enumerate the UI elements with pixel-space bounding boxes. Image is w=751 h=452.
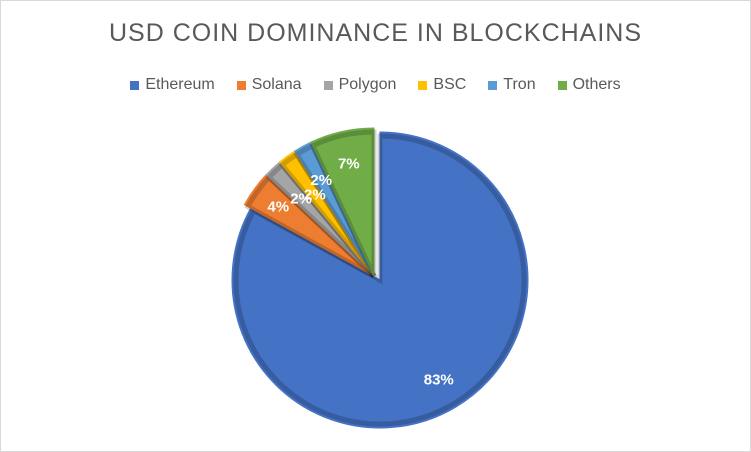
pie-slice-edge (233, 133, 527, 427)
chart-title: USD COIN DOMINANCE IN BLOCKCHAINS (108, 19, 643, 47)
legend-label: Solana (251, 76, 302, 93)
legend-swatch (130, 80, 140, 90)
legend-item-tron: Tron (488, 76, 536, 94)
legend-label: Tron (503, 76, 536, 93)
data-label-others: 7% (338, 155, 360, 172)
data-label-solana: 4% (267, 198, 289, 215)
legend-swatch (557, 80, 567, 90)
data-label-bsc: 2% (304, 187, 326, 204)
legend: Ethereum Solana Polygon BSC Tron Others (1, 76, 750, 94)
legend-swatch (236, 80, 246, 90)
legend-label: Ethereum (145, 76, 215, 93)
legend-swatch (488, 80, 498, 90)
legend-item-bsc: BSC (418, 76, 466, 94)
pie-slice-edge (309, 129, 377, 278)
legend-item-polygon: Polygon (323, 76, 397, 94)
legend-label: Others (572, 76, 621, 93)
legend-swatch (418, 80, 428, 90)
legend-label: Polygon (338, 76, 397, 93)
legend-label: BSC (433, 76, 467, 93)
legend-item-solana: Solana (236, 76, 302, 94)
pie-slice-ethereum (231, 131, 529, 429)
legend-swatch (323, 80, 333, 90)
legend-item-others: Others (557, 76, 621, 94)
data-label-polygon: 2% (290, 190, 312, 207)
legend-item-ethereum: Ethereum (130, 76, 215, 94)
data-label-ethereum: 83% (424, 371, 454, 388)
pie-slice-others (310, 127, 375, 277)
data-label-tron: 2% (310, 172, 332, 189)
